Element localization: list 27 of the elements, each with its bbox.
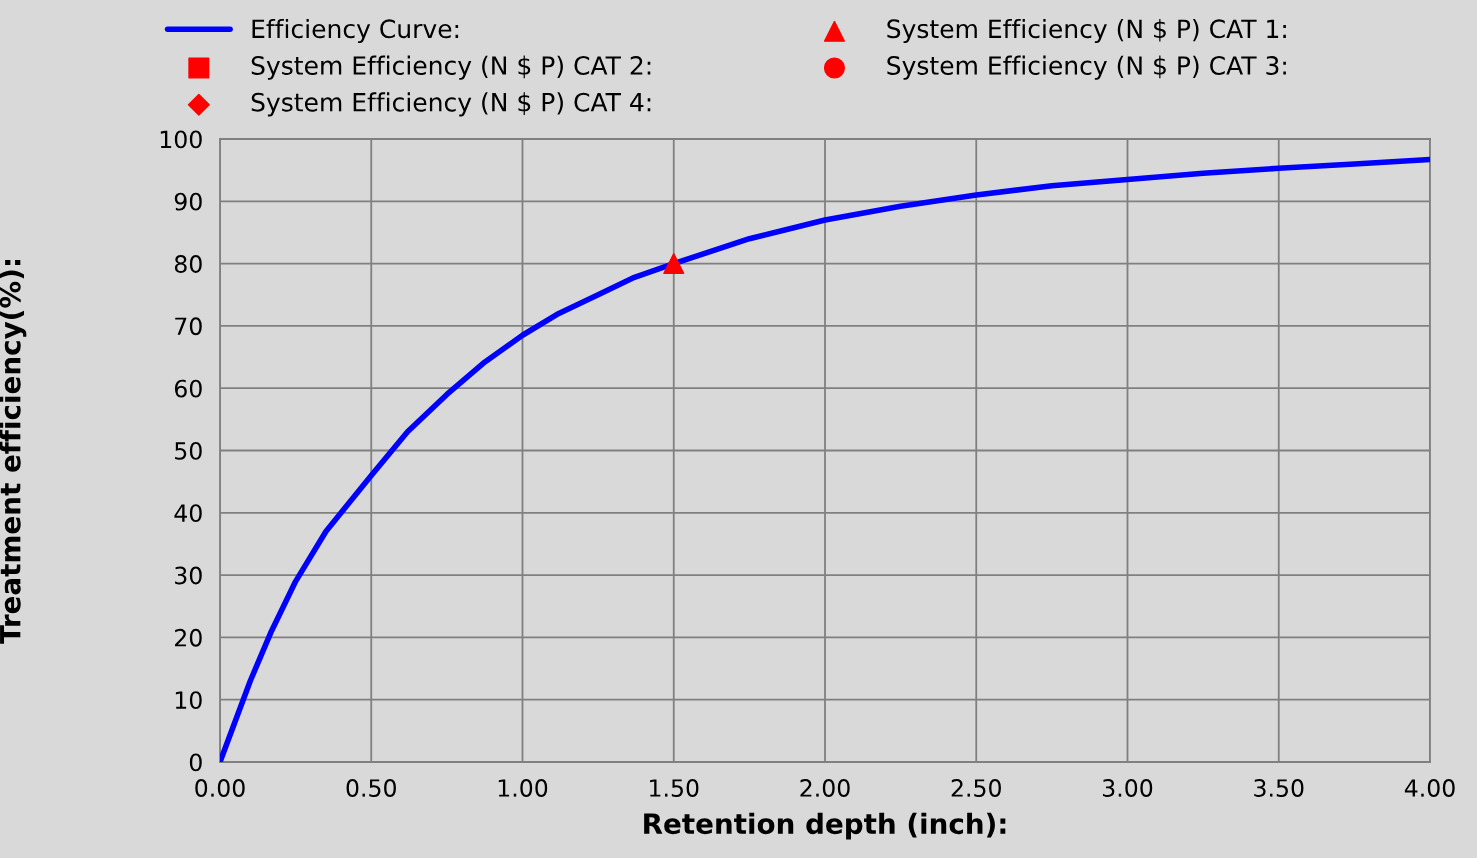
x-tick-label: 2.00 (800, 779, 850, 797)
y-tick-label: 80 (174, 255, 202, 273)
y-tick-label: 40 (174, 504, 202, 523)
legend-label: System Efficiency (N $ P) CAT 4: (251, 92, 651, 117)
x-tick-label: 0.00 (195, 779, 245, 797)
legend-label: Efficiency Curve: (252, 18, 459, 44)
x-tick-label: 0.50 (346, 779, 396, 797)
x-tick-label: 3.50 (1254, 779, 1304, 797)
y-tick-label: 100 (160, 130, 202, 149)
y-axis-title: Treatment efficiency(%): (0, 260, 27, 644)
y-tick-label: 70 (175, 317, 202, 336)
x-axis-title: Retention depth (inch): (644, 812, 1006, 840)
x-tick-label: 4.00 (1404, 779, 1455, 797)
legend-label: System Efficiency (N $ P) CAT 1: (887, 18, 1286, 44)
x-tick-label: 3.00 (1103, 779, 1153, 797)
legend-label: System Efficiency (N $ P) CAT 2: (251, 55, 651, 80)
y-tick-label: 10 (175, 691, 202, 710)
y-tick-label: 50 (175, 441, 202, 460)
y-tick-label: 20 (175, 628, 202, 647)
x-tick-label: 1.00 (498, 779, 548, 797)
y-tick-label: 30 (175, 566, 202, 585)
legend-label: System Efficiency (N $ P) CAT 3: (887, 55, 1286, 80)
y-tick-label: 0 (189, 753, 202, 772)
x-tick-label: 2.50 (951, 779, 1001, 797)
y-tick-label: 90 (174, 192, 202, 211)
x-tick-label: 1.50 (650, 779, 699, 797)
y-tick-label: 60 (174, 379, 202, 398)
